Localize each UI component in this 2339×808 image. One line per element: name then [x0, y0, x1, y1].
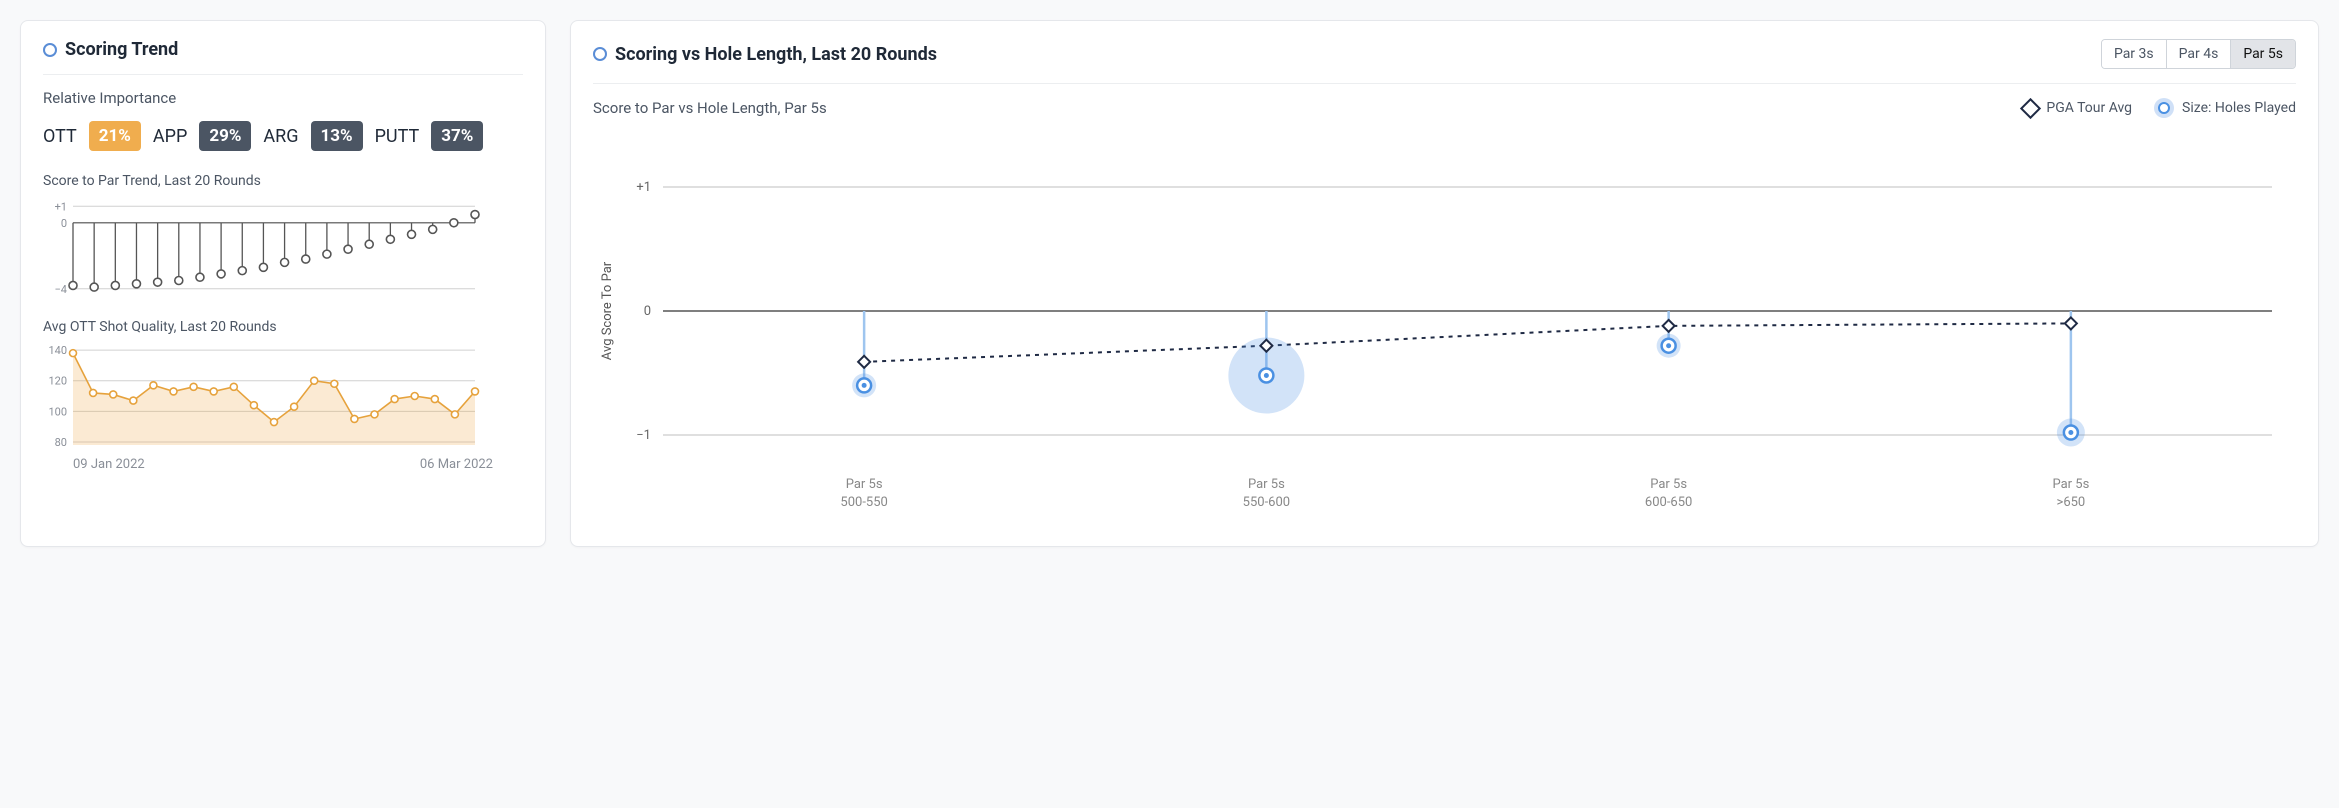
score-trend-chart: +1 0 −4 [43, 195, 483, 305]
svg-text:600-650: 600-650 [1645, 495, 1692, 510]
svg-text:100: 100 [48, 405, 67, 418]
card-title: Scoring Trend [65, 39, 178, 60]
scoring-trend-card: Scoring Trend Relative Importance OTT 21%… [20, 20, 546, 547]
card-title: Scoring vs Hole Length, Last 20 Rounds [615, 44, 937, 65]
tab-par-4s[interactable]: Par 4s [2166, 40, 2231, 68]
importance-label: PUTT [375, 126, 420, 147]
svg-text:>650: >650 [2057, 495, 2086, 510]
card-header-row: Scoring vs Hole Length, Last 20 Rounds P… [593, 39, 2296, 84]
importance-label: OTT [43, 126, 77, 147]
importance-badge: 37% [431, 121, 483, 151]
x-axis-date-right: 06 Mar 2022 [420, 457, 493, 472]
legend: PGA Tour Avg Size: Holes Played [2023, 98, 2296, 118]
svg-text:+1: +1 [55, 200, 67, 213]
bullet-icon [593, 47, 607, 61]
score-vs-length-chart: Avg Score To Par +1 0 −1 Par 5s 500-550 Par 5s… [593, 126, 2292, 526]
chart-subtitle: Score to Par vs Hole Length, Par 5s [593, 99, 827, 117]
tab-par-3s[interactable]: Par 3s [2102, 40, 2166, 68]
legend-size-label: Size: Holes Played [2182, 100, 2296, 116]
importance-label: APP [153, 126, 187, 147]
importance-badge: 29% [199, 121, 251, 151]
svg-text:−4: −4 [55, 283, 67, 296]
legend-pga-label: PGA Tour Avg [2046, 100, 2132, 116]
svg-text:Par 5s: Par 5s [846, 477, 883, 492]
diamond-icon [2020, 97, 2041, 118]
bullet-icon [43, 43, 57, 57]
ott-quality-chart: 80 100 120 140 [43, 341, 483, 451]
svg-text:500-550: 500-550 [840, 495, 887, 510]
importance-badge: 21% [89, 121, 141, 151]
ring-icon [2154, 98, 2174, 118]
importance-row: OTT 21% APP 29% ARG 13% PUTT 37% [43, 121, 523, 151]
svg-text:140: 140 [48, 344, 67, 357]
subtitle-row: Score to Par vs Hole Length, Par 5s PGA … [593, 98, 2296, 118]
importance-label: ARG [263, 126, 298, 147]
legend-pga: PGA Tour Avg [2023, 100, 2132, 116]
svg-text:Avg Score To Par: Avg Score To Par [600, 261, 615, 360]
importance-badge: 13% [311, 121, 363, 151]
svg-text:0: 0 [61, 217, 67, 230]
svg-text:Par 5s: Par 5s [2052, 477, 2089, 492]
svg-text:0: 0 [644, 304, 651, 319]
svg-text:80: 80 [55, 436, 67, 449]
ott-quality-title: Avg OTT Shot Quality, Last 20 Rounds [43, 319, 523, 335]
svg-text:550-600: 550-600 [1243, 495, 1290, 510]
svg-text:+1: +1 [636, 180, 651, 195]
svg-text:120: 120 [48, 375, 67, 388]
relative-importance-label: Relative Importance [43, 89, 523, 107]
legend-size: Size: Holes Played [2154, 98, 2296, 118]
x-axis-date-left: 09 Jan 2022 [73, 457, 145, 472]
tab-par-5s[interactable]: Par 5s [2230, 40, 2295, 68]
card-title-row: Scoring Trend [43, 39, 523, 75]
svg-text:Par 5s: Par 5s [1650, 477, 1687, 492]
svg-text:−1: −1 [636, 428, 651, 443]
score-trend-title: Score to Par Trend, Last 20 Rounds [43, 173, 523, 189]
svg-text:Par 5s: Par 5s [1248, 477, 1285, 492]
par-tabs: Par 3sPar 4sPar 5s [2101, 39, 2296, 69]
scoring-vs-length-card: Scoring vs Hole Length, Last 20 Rounds P… [570, 20, 2319, 547]
